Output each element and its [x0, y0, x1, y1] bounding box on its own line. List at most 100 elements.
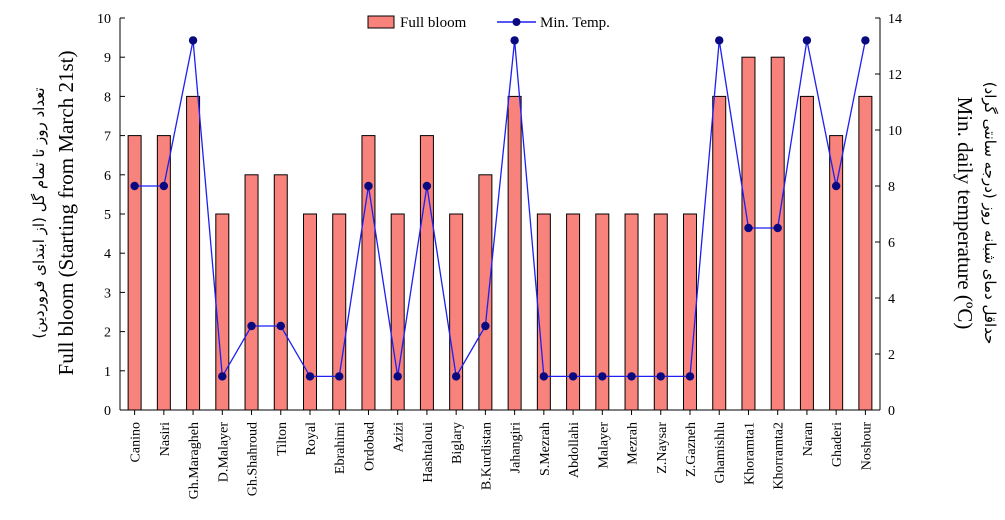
bar-tilton: [273, 174, 288, 411]
x-tick-label: B.Kurdistan: [479, 422, 494, 490]
x-tick-label: Azizi: [392, 422, 407, 452]
temp-point-nasiri: [159, 181, 169, 191]
bar-d-malayer: [215, 213, 230, 411]
x-tick-label: Tilton: [275, 422, 290, 456]
y-tick-label: 4: [104, 247, 111, 262]
axes-group: [119, 18, 881, 411]
temp-point-khoramta1: [744, 223, 753, 233]
y-tick-label: 10: [97, 12, 111, 27]
bar-b-kurdistan: [478, 174, 493, 411]
y-axis-title-persian: تعداد روز تا تمام گل (از ابتدای فروردین): [30, 87, 48, 338]
temp-point-naran: [802, 36, 812, 45]
legend-label-full-bloom: Full bloom: [400, 15, 467, 31]
bar-ebrahimi: [332, 213, 347, 411]
x-tick-label: Jahangiri: [509, 422, 524, 473]
bar-royal: [303, 213, 317, 411]
y2-axis-title: Min. daily temperature (ºC): [953, 97, 977, 330]
y-tick-label: 5: [104, 208, 111, 223]
temp-point-jahangiri: [510, 36, 519, 45]
temp-point-hashtaloui: [422, 181, 432, 191]
x-tick-label: Gh.Maragheh: [187, 422, 202, 499]
bar-nasiri: [156, 135, 171, 411]
x-tick-label: Mezrah: [626, 422, 641, 465]
x-tick-label: Naran: [801, 422, 816, 456]
x-tick-label: Ghaderi: [830, 422, 845, 467]
bar-ordobad: [361, 135, 376, 411]
x-tick-label: Ordobad: [362, 422, 377, 471]
x-tick-label: Khorramta2: [772, 422, 787, 490]
temp-point-z-gazneh: [685, 372, 695, 381]
temp-point-mezrah: [627, 372, 636, 381]
bar-malayer: [595, 213, 610, 411]
y2-tick-label: 10: [888, 124, 902, 139]
temp-point-ghamishlu: [715, 36, 724, 45]
bar-ghamishlu: [712, 95, 727, 411]
y-tick-label: 6: [104, 169, 111, 184]
bar-gh-maragheh: [186, 95, 201, 411]
temp-point-ghaderi: [831, 181, 841, 191]
x-tick-label: Ebrahimi: [333, 422, 348, 474]
temp-point-tilton: [276, 321, 285, 331]
y2-tick-label: 4: [888, 292, 895, 307]
temp-point-azizi: [393, 372, 402, 381]
x-tick-label: Abdollahi: [567, 422, 582, 478]
temp-point-gh-shahroud: [247, 321, 256, 331]
x-tick-label: Z.Naysar: [655, 422, 670, 474]
y-tick-label: 9: [104, 51, 111, 66]
x-tick-label: Canino: [129, 422, 144, 462]
bar-z-gazneh: [683, 213, 697, 411]
temp-point-d-malayer: [218, 372, 227, 381]
bar-s-mezrah: [536, 213, 551, 411]
bar-ghaderi: [829, 135, 844, 411]
temp-point-malayer: [598, 372, 607, 381]
y2-tick-label: 14: [888, 12, 902, 27]
temp-point-royal: [305, 372, 315, 381]
y-tick-label: 2: [104, 326, 111, 341]
legend-label-min-temp: Min. Temp.: [540, 15, 610, 31]
bar-hashtaloui: [419, 135, 434, 411]
y-tick-label: 1: [104, 365, 111, 380]
x-tick-label: Gh.Shahroud: [246, 422, 261, 496]
x-tick-label: Nasiri: [158, 422, 173, 456]
bar-canino: [127, 135, 142, 411]
x-tick-label: S.Mezrah: [538, 422, 553, 476]
bar-abdollahi: [566, 213, 581, 411]
min-temp-line: [134, 40, 867, 379]
bar-khoramta1: [741, 56, 756, 411]
temp-point-canino: [130, 181, 139, 191]
x-tick-label: Noshour: [859, 422, 874, 471]
bar-khorramta2: [770, 56, 785, 411]
y2-tick-label: 12: [888, 68, 902, 83]
x-tick-label: Ghamishlu: [713, 422, 728, 483]
bar-azizi: [390, 213, 405, 411]
temp-point-z-naysar: [656, 372, 665, 381]
y2-tick-label: 2: [888, 348, 895, 363]
bar-noshour: [858, 95, 873, 411]
bar-biglary: [449, 213, 464, 411]
temp-point-gh-maragheh: [188, 36, 198, 45]
y2-tick-label: 8: [888, 180, 895, 195]
x-tick-label: Malayer: [596, 422, 611, 469]
bar-jahangiri: [507, 95, 522, 411]
x-tick-label: Z.Gazneh: [684, 422, 699, 477]
temp-point-abdollahi: [568, 372, 578, 381]
bar-mezrah: [624, 213, 639, 411]
legend-marker-min-temp: [512, 18, 521, 26]
temp-point-ebrahimi: [335, 372, 344, 381]
temp-point-biglary: [451, 372, 461, 381]
temp-point-b-kurdistan: [481, 321, 490, 331]
legend: Full bloom Min. Temp.: [367, 15, 610, 31]
temp-point-ordobad: [364, 181, 373, 191]
y-tick-label: 7: [104, 130, 111, 145]
temp-point-khorramta2: [773, 223, 782, 233]
bar-gh-shahroud: [244, 174, 259, 411]
y2-tick-label: 6: [888, 236, 895, 251]
y2-tick-label: 0: [888, 404, 895, 419]
x-tick-label: Royal: [304, 422, 319, 456]
legend-swatch-full-bloom: [367, 15, 395, 29]
bar-z-naysar: [653, 213, 668, 411]
x-tick-label: D.Malayer: [216, 422, 231, 483]
temp-point-noshour: [861, 36, 870, 45]
